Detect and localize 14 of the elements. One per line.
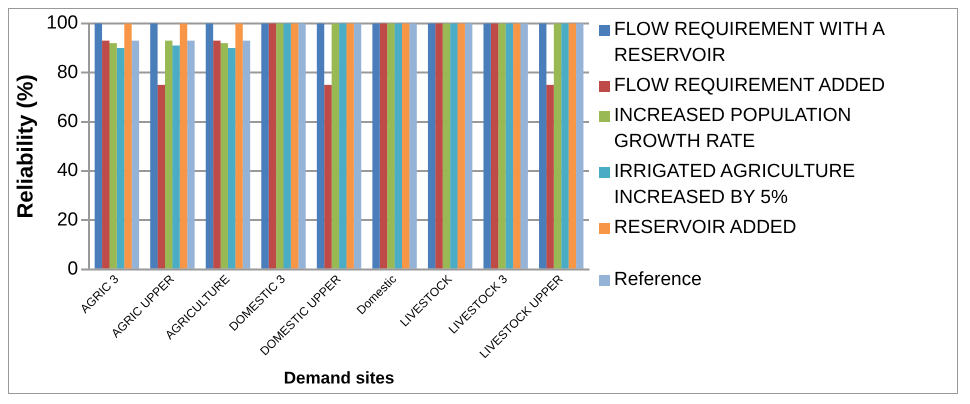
y-tick-label: 40 [56, 160, 78, 182]
y-tick-label: 100 [46, 12, 78, 34]
legend-label: FLOW REQUIREMENT WITH A RESERVOIR [614, 18, 886, 68]
legend-label: FLOW REQUIREMENT ADDED [614, 74, 885, 98]
legend-label: IRRIGATED AGRICULTURE INCREASED BY 5% [614, 160, 856, 210]
legend-label: Reference [614, 268, 702, 292]
legend-label: INCREASED POPULATION GROWTH RATE [614, 104, 852, 154]
x-axis-title: Demand sites [284, 368, 394, 388]
y-tick-label: 0 [68, 258, 78, 280]
y-tick-label: 60 [56, 111, 78, 132]
legend-label: RESERVOIR ADDED [614, 216, 796, 240]
y-tick-label: 80 [56, 62, 78, 83]
y-axis-title: Reliability (%) [12, 74, 38, 218]
y-tick-label: 20 [56, 209, 78, 230]
